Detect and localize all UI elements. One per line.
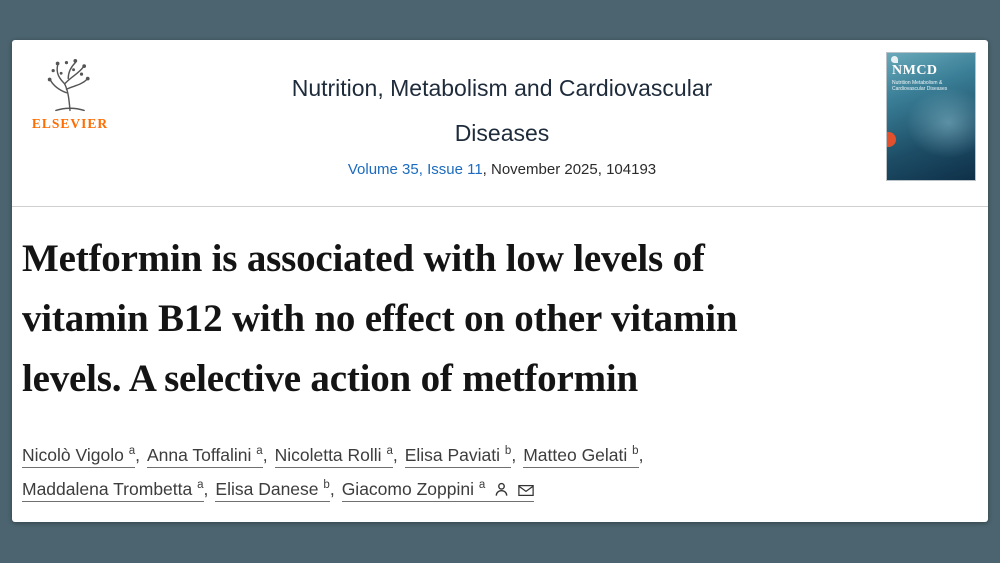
cover-logo-mark	[891, 56, 898, 63]
article-header-card: ELSEVIER Nutrition, Metabolism and Cardi…	[12, 40, 988, 522]
author-affiliation-mark: b	[504, 445, 512, 458]
elsevier-tree-icon	[47, 58, 90, 112]
journal-cover-thumbnail[interactable]: NMCD Nutrition Metabolism & Cardiovascul…	[886, 52, 976, 181]
journal-info: Nutrition, Metabolism and Cardiovascular…	[118, 66, 886, 178]
person-icon[interactable]	[494, 482, 509, 497]
cover-subtitle: Nutrition Metabolism & Cardiovascular Di…	[892, 80, 948, 92]
author-affiliation-mark: b	[323, 479, 330, 492]
author-separator: ,	[262, 445, 268, 465]
author-separator: ,	[392, 445, 398, 465]
author-name: Nicoletta Rolli	[274, 445, 382, 465]
author-affiliation-mark: a	[256, 445, 263, 458]
author-separator: ,	[638, 445, 644, 465]
author-link[interactable]: Nicolò Vigolo a	[22, 445, 136, 468]
journal-title-line-2: Diseases	[454, 120, 550, 146]
author-affiliation-mark: a	[386, 445, 393, 458]
author-link[interactable]: Elisa Danese b	[215, 479, 330, 502]
author-affiliation-mark: a	[197, 479, 204, 492]
issue-date-text: , November 2025, 104193	[482, 161, 657, 178]
author-line: Nicolò Vigolo a, Anna Toffalini a, Nicolet…	[22, 445, 978, 468]
volume-issue-link[interactable]: Volume 35, Issue 11	[347, 161, 483, 178]
journal-masthead: ELSEVIER Nutrition, Metabolism and Cardi…	[12, 40, 988, 207]
elsevier-wordmark: ELSEVIER	[31, 116, 109, 131]
author-name: Nicolò Vigolo	[22, 445, 124, 465]
author-name: Anna Toffalini	[146, 445, 252, 465]
author-affiliation-mark: a	[128, 445, 136, 458]
article-title-line-2: vitamin B12 with no effect on other vita…	[22, 297, 738, 340]
author-link[interactable]: Nicoletta Rolli a	[274, 445, 393, 468]
journal-title-line-1: Nutrition, Metabolism and Cardiovascular	[291, 75, 713, 101]
author-separator: ,	[203, 479, 209, 499]
issue-meta: Volume 35, Issue 11, November 2025, 1041…	[118, 161, 886, 178]
author-affiliation-mark: b	[632, 445, 639, 458]
article-body: Metformin is associated with low levels …	[12, 207, 988, 502]
author-affiliation-mark: a	[478, 479, 486, 492]
author-name: Matteo Gelati	[523, 445, 628, 465]
author-link[interactable]: Matteo Gelati b	[523, 445, 639, 468]
author-link[interactable]: Elisa Paviati b	[404, 445, 512, 468]
author-line: Maddalena Trombetta a, Elisa Danese b, Gia…	[22, 479, 978, 502]
cover-badge	[887, 131, 896, 147]
author-name: Elisa Danese	[215, 479, 319, 499]
envelope-icon[interactable]	[518, 484, 534, 497]
author-separator: ,	[329, 479, 335, 499]
author-separator: ,	[135, 445, 140, 465]
article-title: Metformin is associated with low levels …	[22, 229, 978, 409]
author-link[interactable]: Giacomo Zoppini a	[341, 479, 535, 502]
author-name: Giacomo Zoppini	[341, 479, 474, 499]
elsevier-logo[interactable]: ELSEVIER	[22, 52, 118, 132]
cover-abbreviation: NMCD	[892, 63, 938, 78]
article-title-line-3: levels. A selective action of metformin	[22, 357, 639, 400]
author-link[interactable]: Maddalena Trombetta a	[22, 479, 204, 502]
author-link[interactable]: Anna Toffalini a	[146, 445, 263, 468]
article-title-line-1: Metformin is associated with low levels …	[22, 237, 705, 280]
journal-title-link[interactable]: Nutrition, Metabolism and Cardiovascular…	[118, 66, 886, 156]
author-list: Nicolò Vigolo a, Anna Toffalini a, Nicolet…	[22, 445, 978, 502]
author-name: Maddalena Trombetta	[22, 479, 193, 499]
author-separator: ,	[511, 445, 517, 465]
author-name: Elisa Paviati	[404, 445, 501, 465]
